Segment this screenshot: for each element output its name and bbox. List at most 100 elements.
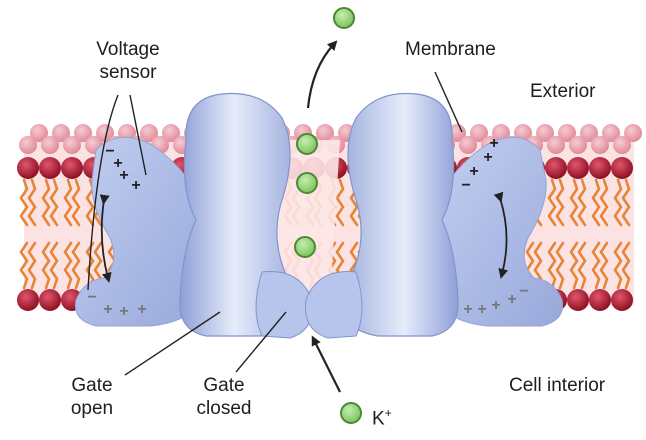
label-gate-closed: Gate closed xyxy=(184,374,264,420)
label-cell-interior: Cell interior xyxy=(509,375,606,396)
lipid-head-pale xyxy=(316,124,334,142)
lipid-head xyxy=(611,157,633,179)
lipid-tail xyxy=(27,241,37,290)
lipid-tail xyxy=(613,178,623,227)
right-sensor-motion-arrow xyxy=(493,191,509,279)
label-ion-symbol: K xyxy=(372,408,385,430)
leader-gate-open xyxy=(124,311,221,376)
lipid-head-pale xyxy=(602,124,620,142)
lipid-head-pale xyxy=(613,136,631,154)
charge-symbol: + xyxy=(131,177,140,194)
lipid-tail xyxy=(613,241,623,290)
lipid-tail xyxy=(569,241,579,290)
lipid-tail xyxy=(49,241,59,290)
charge-symbol: − xyxy=(87,289,96,306)
charge-symbol: + xyxy=(103,301,112,318)
ion-entry-arrow xyxy=(311,335,341,393)
lipid-head-pale xyxy=(536,124,554,142)
gate-right-lobe xyxy=(304,271,363,339)
lipid-tail xyxy=(577,178,587,227)
label-membrane: Membrane xyxy=(405,39,496,60)
lipid-head-pale xyxy=(470,124,488,142)
label-voltage-sensor-line2: sensor xyxy=(99,62,157,83)
lipid-tail xyxy=(577,241,587,290)
charge-symbol: − xyxy=(461,177,470,194)
charge-symbol: + xyxy=(483,149,492,166)
label-voltage-sensor: Voltage sensor xyxy=(78,38,178,84)
label-gate-open-line2: open xyxy=(70,398,114,419)
lipid-head xyxy=(39,289,61,311)
lipid-tail xyxy=(19,241,29,290)
leader-voltage-sensor-2 xyxy=(129,94,147,176)
label-gate-closed-line2: closed xyxy=(196,398,252,419)
lipid-tail xyxy=(555,241,565,290)
ion-exit-arrow xyxy=(306,40,338,109)
label-gate-open-line1: Gate xyxy=(71,375,113,396)
leader-gate-closed xyxy=(235,311,287,373)
lipid-head-pale xyxy=(624,124,642,142)
lipid-tail xyxy=(335,178,345,227)
ion-pore-1 xyxy=(296,133,318,155)
lipid-head-pale xyxy=(41,136,59,154)
lipid-head xyxy=(567,157,589,179)
lipid-head-pale xyxy=(580,124,598,142)
lipid-head-pale xyxy=(459,136,477,154)
lipid-head-pale xyxy=(547,136,565,154)
lipid-tail xyxy=(41,178,51,227)
lipid-tail xyxy=(63,241,73,290)
lipid-head-pale xyxy=(140,124,158,142)
lipid-head xyxy=(567,289,589,311)
lipid-tail xyxy=(63,178,73,227)
lipid-head xyxy=(589,157,611,179)
lipid-tail xyxy=(555,178,565,227)
left-sensor-motion-arrow xyxy=(99,194,112,283)
potassium-ions xyxy=(294,7,362,424)
lipid-tail xyxy=(621,178,631,227)
ion-interior xyxy=(340,402,362,424)
lipid-head-pale xyxy=(558,124,576,142)
lipid-head xyxy=(545,157,567,179)
lipid-tail xyxy=(27,178,37,227)
lipid-head xyxy=(611,289,633,311)
label-ion-charge: + xyxy=(384,406,392,420)
lipid-head-pale xyxy=(63,136,81,154)
label-gate-open: Gate open xyxy=(57,374,127,420)
lipid-tail xyxy=(621,241,631,290)
lipid-head-pale xyxy=(591,136,609,154)
lipid-tail xyxy=(71,178,81,227)
lipid-head xyxy=(61,157,83,179)
lipid-head xyxy=(17,289,39,311)
label-exterior: Exterior xyxy=(530,81,596,102)
lipid-tail xyxy=(591,178,601,227)
lipid-head-pale xyxy=(162,124,180,142)
label-gate-closed-line1: Gate xyxy=(203,375,245,396)
charge-symbol: + xyxy=(463,301,472,318)
charges: −+++−+ + ++++−+ + + + − xyxy=(87,135,528,320)
lipid-head-pale xyxy=(569,136,587,154)
lipid-tail xyxy=(71,241,81,290)
charge-symbol: + xyxy=(491,297,500,314)
lipid-tail xyxy=(599,241,609,290)
ion-exterior xyxy=(333,7,355,29)
charge-symbol: + xyxy=(119,167,128,184)
lipid-head-pale xyxy=(96,124,114,142)
lipid-head-pale xyxy=(30,124,48,142)
lipid-tail xyxy=(547,241,557,290)
leader-lines xyxy=(87,71,463,376)
lipid-tail xyxy=(41,241,51,290)
lipid-head xyxy=(39,157,61,179)
lipid-head-pale xyxy=(52,124,70,142)
pore xyxy=(272,140,340,300)
lipid-tail xyxy=(49,178,59,227)
gate-left-lobe xyxy=(255,271,314,339)
lipid-head xyxy=(17,157,39,179)
lipid-tail xyxy=(599,178,609,227)
leader-membrane xyxy=(434,71,463,133)
charge-symbol: + xyxy=(113,155,122,172)
lipid-tail xyxy=(547,178,557,227)
lipid-head-pale xyxy=(74,124,92,142)
lipid-tail xyxy=(19,178,29,227)
charge-symbol: + xyxy=(137,301,146,318)
